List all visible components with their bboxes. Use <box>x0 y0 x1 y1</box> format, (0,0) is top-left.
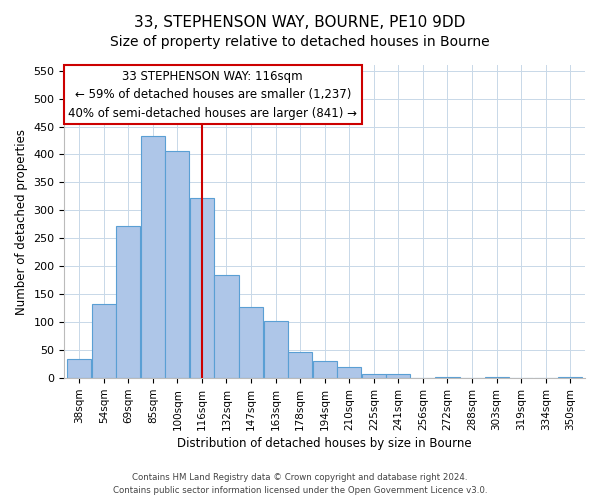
Bar <box>436 376 460 378</box>
Bar <box>67 358 91 378</box>
Text: 33, STEPHENSON WAY, BOURNE, PE10 9DD: 33, STEPHENSON WAY, BOURNE, PE10 9DD <box>134 15 466 30</box>
Text: Contains HM Land Registry data © Crown copyright and database right 2024.
Contai: Contains HM Land Registry data © Crown c… <box>113 474 487 495</box>
Bar <box>141 136 165 378</box>
Bar <box>485 377 509 378</box>
Bar <box>337 367 361 378</box>
Bar <box>92 304 116 378</box>
Bar <box>166 150 190 378</box>
Bar <box>288 352 312 378</box>
Text: Size of property relative to detached houses in Bourne: Size of property relative to detached ho… <box>110 35 490 49</box>
Y-axis label: Number of detached properties: Number of detached properties <box>15 128 28 314</box>
Bar <box>190 198 214 378</box>
Bar <box>263 320 287 378</box>
Bar <box>214 276 239 378</box>
Bar <box>239 306 263 378</box>
Bar <box>558 376 582 378</box>
X-axis label: Distribution of detached houses by size in Bourne: Distribution of detached houses by size … <box>178 437 472 450</box>
Bar <box>116 226 140 378</box>
Text: 33 STEPHENSON WAY: 116sqm
← 59% of detached houses are smaller (1,237)
40% of se: 33 STEPHENSON WAY: 116sqm ← 59% of detac… <box>68 70 357 119</box>
Bar <box>386 374 410 378</box>
Bar <box>313 362 337 378</box>
Bar <box>362 374 386 378</box>
